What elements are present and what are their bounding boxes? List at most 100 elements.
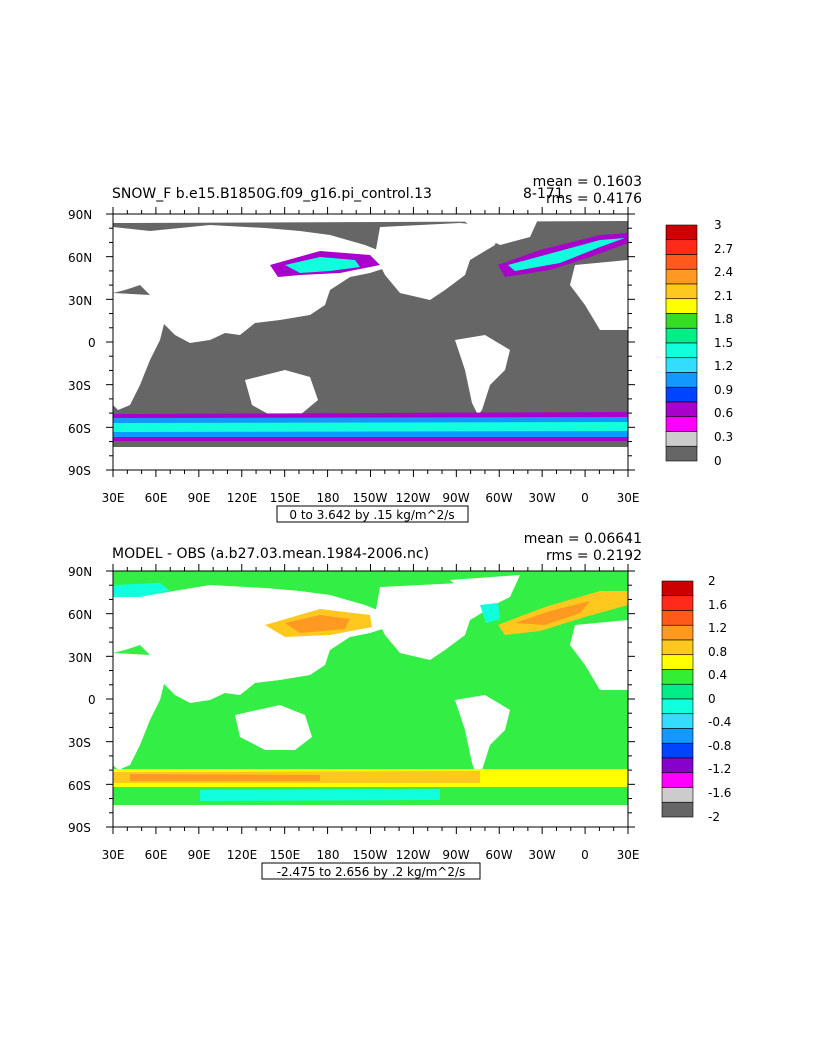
colorbar-swatch <box>661 654 694 670</box>
map-title: MODEL - OBS (a.b27.03.mean.1984-2006.nc) <box>112 546 429 562</box>
map-ticks <box>106 207 635 477</box>
colorbar-swatch <box>661 757 694 774</box>
colorbar-label: -2 <box>708 810 720 824</box>
x-tick-label: 60E <box>145 491 168 505</box>
x-tick-label: 120E <box>227 491 258 505</box>
range-label: 0 to 3.642 by .15 kg/m^2/s <box>289 508 454 522</box>
colorbar-swatch <box>661 639 694 656</box>
colorbar-swatch <box>665 283 698 300</box>
colorbar-labels: 3 2.7 2.4 2.1 1.8 1.5 1.2 0.9 0.6 0.3 0 <box>714 218 733 468</box>
map-ticks <box>106 564 635 834</box>
colorbar-swatch <box>665 357 698 373</box>
range-label-box <box>276 505 469 523</box>
colorbar-label: 0.6 <box>714 406 733 420</box>
colorbar-label: 2 <box>708 574 716 588</box>
colorbar-label: 3 <box>714 218 722 232</box>
colorbar <box>665 224 698 462</box>
x-tick-label: 30W <box>528 848 555 862</box>
model-obs-map-panel: MODEL - OBS (a.b27.03.mean.1984-2006.nc)… <box>0 525 818 895</box>
x-tick-label: 30E <box>102 491 125 505</box>
y-tick-label: 30S <box>68 736 91 750</box>
x-tick-label: 150E <box>270 491 301 505</box>
x-tick-label: 90E <box>188 491 211 505</box>
south-america-land <box>455 695 510 780</box>
colorbar-label: -1.2 <box>708 762 731 776</box>
y-tick-label: 60S <box>68 422 91 436</box>
y-tick-label: 0 <box>88 336 96 350</box>
x-tick-label: 30W <box>528 491 555 505</box>
y-tick-label: 90S <box>68 821 91 835</box>
colorbar-swatch <box>665 254 698 270</box>
snowfall-map-panel: SNOW_F b.e15.B1850G.f09_g16.pi_control.1… <box>0 165 818 535</box>
model-obs-map-svg: MODEL - OBS (a.b27.03.mean.1984-2006.nc)… <box>68 531 731 880</box>
europe-land <box>570 260 628 330</box>
antarctica-land <box>113 805 628 827</box>
colorbar <box>661 580 694 818</box>
x-tick-label: 90W <box>442 491 469 505</box>
greenland-land <box>460 215 540 245</box>
colorbar-swatch <box>661 669 694 685</box>
colorbar-swatch <box>661 772 694 788</box>
x-tick-label: 30E <box>617 491 640 505</box>
y-tick-label: 60S <box>68 779 91 793</box>
colorbar-swatch <box>665 342 698 359</box>
colorbar-label: 2.4 <box>714 265 733 279</box>
colorbar-swatch <box>665 239 698 255</box>
colorbar-labels: 2 1.6 1.2 0.8 0.4 0 -0.4 -0.8 -1.2 -1.6 … <box>708 574 731 824</box>
colorbar-label: 0 <box>714 454 722 468</box>
y-tick-label: 60N <box>68 608 92 622</box>
colorbar-label: 1.6 <box>708 598 727 612</box>
y-tick-label: 30N <box>68 651 92 665</box>
colorbar-label: -0.4 <box>708 715 731 729</box>
x-tick-label: 120W <box>396 848 431 862</box>
mean-label: mean = 0.1603 <box>533 174 642 190</box>
y-tick-labels: 90N 60N 30N 0 30S 60S 90S <box>68 208 96 478</box>
rms-label: rms = 0.2192 <box>546 548 642 564</box>
colorbar-swatch <box>665 268 698 285</box>
north-america-land <box>375 223 500 300</box>
x-tick-label: 150W <box>353 848 388 862</box>
y-tick-label: 30S <box>68 379 91 393</box>
antarctica-land <box>113 447 628 470</box>
x-tick-label: 0 <box>581 848 589 862</box>
x-tick-labels: 30E 60E 90E 120E 150E 180 150W 120W 90W … <box>102 848 640 862</box>
southern-ocean-band-core <box>113 422 628 432</box>
colorbar-swatch <box>661 713 694 729</box>
x-tick-label: 60E <box>145 848 168 862</box>
map-area <box>106 207 635 477</box>
y-tick-labels: 90N 60N 30N 0 30S 60S 90S <box>68 565 96 835</box>
snowfall-map-svg: SNOW_F b.e15.B1850G.f09_g16.pi_control.1… <box>68 174 733 523</box>
colorbar-label: 0.8 <box>708 645 727 659</box>
y-tick-label: 90S <box>68 464 91 478</box>
colorbar-label: 0 <box>708 692 716 706</box>
range-label: -2.475 to 2.656 by .2 kg/m^2/s <box>277 865 466 879</box>
africa-land <box>113 293 165 410</box>
australia-land <box>245 370 318 415</box>
map-title-suffix: 8-171 <box>523 186 564 202</box>
colorbar-swatch <box>665 298 698 314</box>
colorbar-label: -1.6 <box>708 786 731 800</box>
colorbar-label: 1.5 <box>714 336 733 350</box>
australia-land <box>235 705 312 750</box>
north-atlantic-diff-core <box>515 601 590 625</box>
x-tick-label: 180 <box>317 491 340 505</box>
colorbar-swatch <box>665 386 698 403</box>
y-tick-label: 60N <box>68 251 92 265</box>
southern-ocean-cyan-band <box>200 789 440 801</box>
north-america-land <box>375 583 500 660</box>
colorbar-swatch <box>661 787 694 803</box>
greenland-land <box>450 575 520 607</box>
north-atlantic-core <box>508 238 625 271</box>
hudson-cyan-patch <box>480 603 500 623</box>
colorbar-label: 2.7 <box>714 242 733 256</box>
colorbar-label: 0.4 <box>708 668 727 682</box>
colorbar-swatch <box>665 416 698 432</box>
colorbar-swatch <box>661 728 694 744</box>
x-tick-label: 120E <box>227 848 258 862</box>
north-pacific-core <box>285 257 360 273</box>
colorbar-label: 1.2 <box>708 621 727 635</box>
colorbar-label: 1.2 <box>714 359 733 373</box>
southern-ocean-diff-core <box>130 774 320 781</box>
x-tick-label: 0 <box>581 491 589 505</box>
x-tick-label: 90W <box>442 848 469 862</box>
